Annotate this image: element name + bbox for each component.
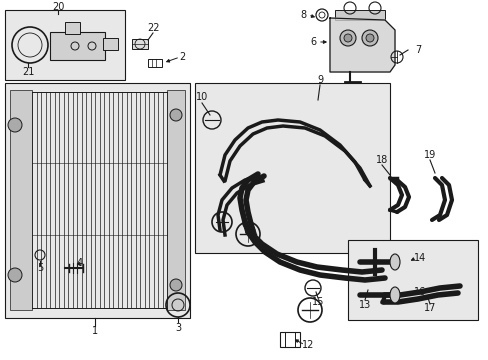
Circle shape [365, 34, 373, 42]
Bar [280, 332, 299, 347]
Bar [347, 240, 477, 320]
Text: 14: 14 [413, 253, 425, 263]
Text: 18: 18 [375, 155, 387, 165]
Circle shape [8, 118, 22, 132]
Text: 8: 8 [299, 10, 305, 20]
Text: 19: 19 [423, 150, 435, 160]
Circle shape [343, 34, 351, 42]
Bar [195, 83, 389, 253]
Polygon shape [329, 18, 394, 72]
Text: 16: 16 [413, 287, 425, 297]
Circle shape [170, 279, 182, 291]
Circle shape [361, 30, 377, 46]
Text: 12: 12 [301, 340, 314, 350]
Text: 6: 6 [309, 37, 315, 47]
Circle shape [339, 30, 355, 46]
Bar [334, 10, 384, 20]
Text: 1: 1 [92, 326, 98, 336]
Text: 10: 10 [196, 92, 208, 102]
Bar [167, 90, 184, 310]
Circle shape [8, 268, 22, 282]
Text: 5: 5 [37, 263, 43, 273]
Bar [65, 22, 80, 34]
Bar [50, 32, 105, 60]
Text: 2: 2 [179, 52, 185, 62]
Text: 20: 20 [52, 2, 64, 12]
Text: 9: 9 [316, 75, 323, 85]
Text: 21: 21 [22, 67, 34, 77]
Ellipse shape [389, 254, 399, 270]
Text: 11: 11 [242, 215, 254, 225]
Text: 7: 7 [414, 45, 420, 55]
Ellipse shape [389, 287, 399, 303]
Text: 17: 17 [423, 303, 435, 313]
Circle shape [170, 109, 182, 121]
Bar [132, 39, 148, 49]
Bar [10, 90, 32, 310]
Text: 3: 3 [175, 323, 181, 333]
Bar [5, 10, 125, 80]
Text: 15: 15 [311, 297, 324, 307]
Bar [148, 59, 162, 67]
Bar [103, 38, 118, 50]
Bar [5, 83, 190, 318]
Text: 4: 4 [77, 258, 83, 268]
Text: 13: 13 [358, 300, 370, 310]
Text: 22: 22 [146, 23, 159, 33]
